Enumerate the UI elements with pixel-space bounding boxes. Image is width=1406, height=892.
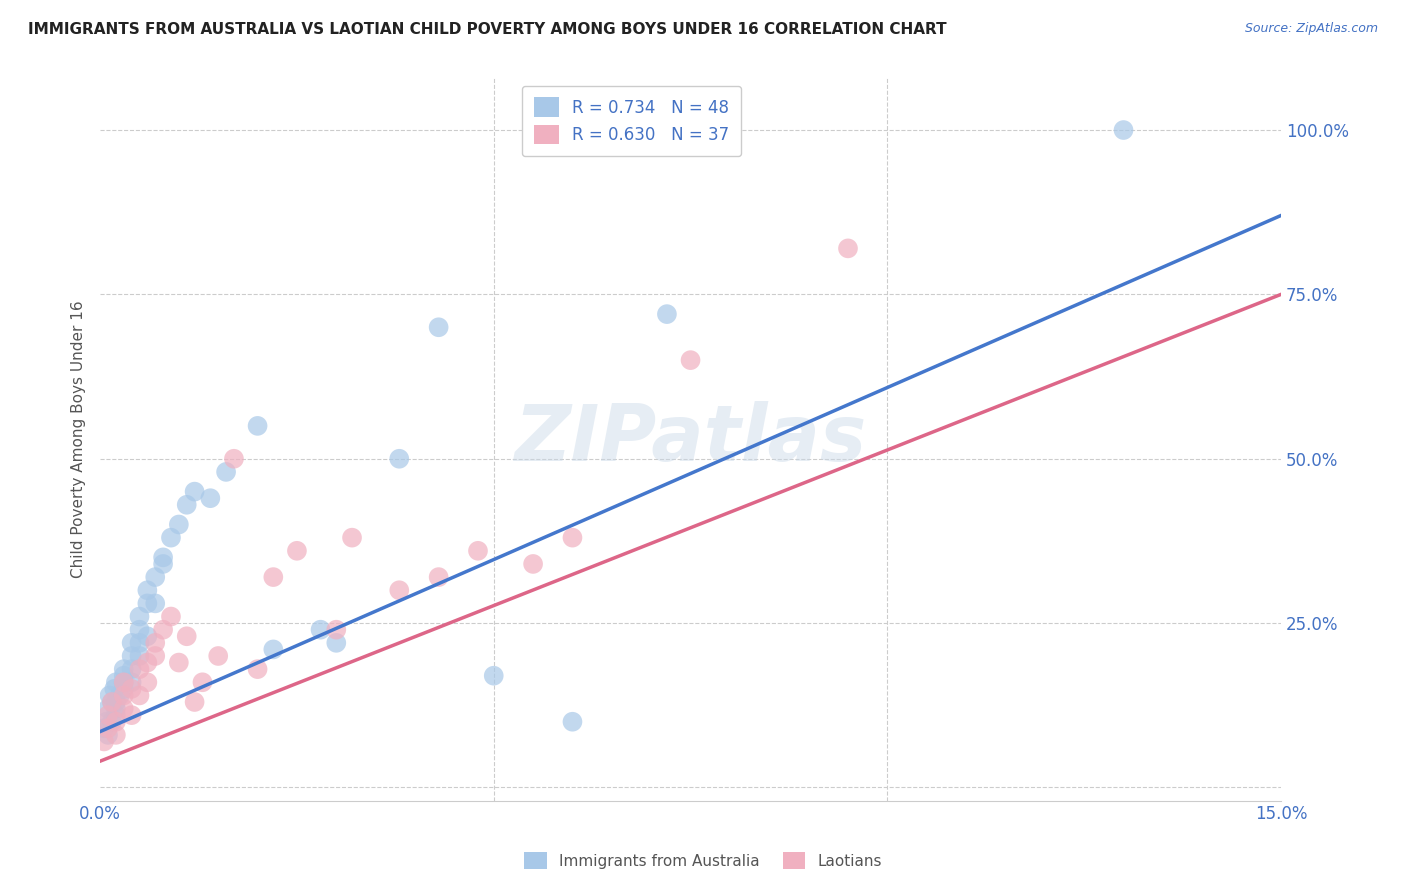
Point xyxy=(97,728,120,742)
Point xyxy=(112,681,135,696)
Point xyxy=(309,623,332,637)
Point xyxy=(176,629,198,643)
Point xyxy=(482,669,505,683)
Point xyxy=(97,701,120,715)
Point xyxy=(93,734,115,748)
Point xyxy=(143,570,166,584)
Point xyxy=(104,675,127,690)
Point xyxy=(561,714,583,729)
Point xyxy=(136,596,159,610)
Point xyxy=(143,636,166,650)
Point xyxy=(112,689,135,703)
Text: IMMIGRANTS FROM AUSTRALIA VS LAOTIAN CHILD POVERTY AMONG BOYS UNDER 16 CORRELATI: IMMIGRANTS FROM AUSTRALIA VS LAOTIAN CHI… xyxy=(28,22,946,37)
Point xyxy=(97,721,120,735)
Point xyxy=(136,656,159,670)
Point xyxy=(160,609,183,624)
Point xyxy=(388,451,411,466)
Point xyxy=(112,701,135,715)
Point xyxy=(112,675,135,690)
Point xyxy=(101,714,124,729)
Point xyxy=(121,675,143,690)
Point xyxy=(285,543,308,558)
Point xyxy=(200,491,222,506)
Point xyxy=(121,662,143,676)
Point xyxy=(128,636,150,650)
Point xyxy=(388,583,411,598)
Point xyxy=(427,570,450,584)
Point xyxy=(152,550,174,565)
Point xyxy=(152,557,174,571)
Y-axis label: Child Poverty Among Boys Under 16: Child Poverty Among Boys Under 16 xyxy=(72,301,86,578)
Point xyxy=(325,636,347,650)
Point xyxy=(128,609,150,624)
Point xyxy=(1112,123,1135,137)
Point xyxy=(112,669,135,683)
Point xyxy=(143,596,166,610)
Point xyxy=(561,531,583,545)
Point xyxy=(136,583,159,598)
Point xyxy=(112,662,135,676)
Point xyxy=(325,623,347,637)
Point xyxy=(222,451,245,466)
Point xyxy=(207,648,229,663)
Point xyxy=(427,320,450,334)
Point xyxy=(191,675,214,690)
Text: Source: ZipAtlas.com: Source: ZipAtlas.com xyxy=(1244,22,1378,36)
Point xyxy=(176,498,198,512)
Point xyxy=(167,656,190,670)
Point xyxy=(837,241,859,255)
Point xyxy=(522,557,544,571)
Point xyxy=(167,517,190,532)
Point xyxy=(183,484,205,499)
Point xyxy=(101,695,124,709)
Point xyxy=(136,675,159,690)
Point xyxy=(103,681,125,696)
Point xyxy=(183,695,205,709)
Point xyxy=(98,689,121,703)
Point xyxy=(97,708,120,723)
Point xyxy=(340,531,363,545)
Point xyxy=(143,648,166,663)
Text: ZIPatlas: ZIPatlas xyxy=(515,401,866,477)
Point xyxy=(104,714,127,729)
Point xyxy=(128,662,150,676)
Point xyxy=(104,695,127,709)
Point xyxy=(104,701,127,715)
Point xyxy=(121,636,143,650)
Point xyxy=(108,689,131,703)
Point xyxy=(160,531,183,545)
Legend: R = 0.734   N = 48, R = 0.630   N = 37: R = 0.734 N = 48, R = 0.630 N = 37 xyxy=(522,86,741,156)
Point xyxy=(246,662,269,676)
Point xyxy=(128,623,150,637)
Point xyxy=(121,681,143,696)
Point xyxy=(215,465,238,479)
Point xyxy=(128,648,150,663)
Point xyxy=(96,714,118,729)
Point xyxy=(121,708,143,723)
Point xyxy=(128,689,150,703)
Point xyxy=(121,648,143,663)
Point xyxy=(262,642,284,657)
Point xyxy=(655,307,678,321)
Point xyxy=(152,623,174,637)
Point xyxy=(104,728,127,742)
Point xyxy=(101,695,124,709)
Point xyxy=(262,570,284,584)
Point xyxy=(679,353,702,368)
Point xyxy=(246,418,269,433)
Legend: Immigrants from Australia, Laotians: Immigrants from Australia, Laotians xyxy=(517,846,889,875)
Point xyxy=(93,721,115,735)
Point xyxy=(136,629,159,643)
Point xyxy=(104,708,127,723)
Point xyxy=(467,543,489,558)
Point xyxy=(112,675,135,690)
